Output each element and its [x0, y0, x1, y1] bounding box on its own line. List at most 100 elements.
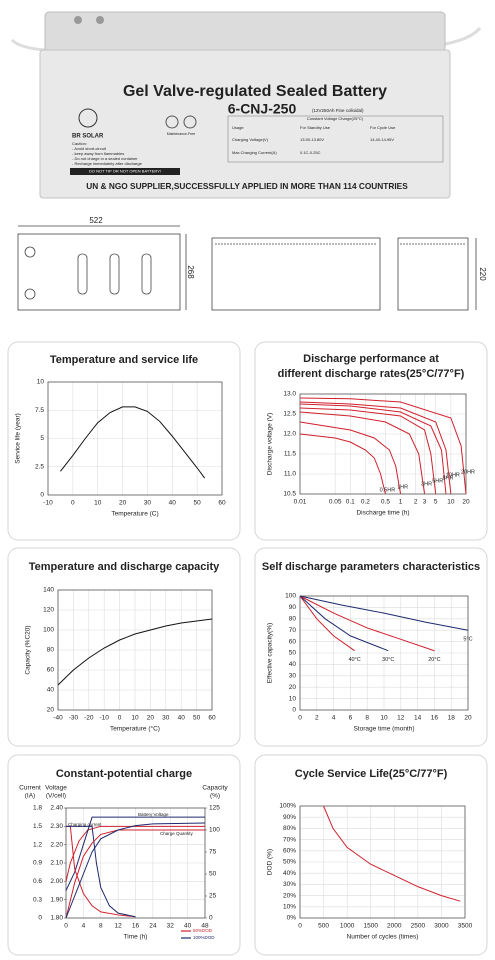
y-tick-label: 80	[47, 647, 55, 654]
y-tick-label: 90%	[283, 814, 296, 821]
y-tick-label: 7.5	[35, 407, 44, 414]
x-tick-label: 2500	[411, 923, 426, 930]
series-label: 20°C	[428, 657, 440, 663]
dimension-drawing	[17, 225, 477, 311]
terminal	[96, 16, 104, 24]
side-view	[211, 237, 381, 311]
series-line	[57, 618, 213, 686]
y-axis-label: Capacity (%C20)	[25, 625, 32, 674]
chart-title: Constant-potential charge	[56, 768, 192, 780]
plot-frame	[299, 595, 469, 711]
y-tick-label: 0.9	[33, 860, 42, 867]
x-tick-label: 32	[167, 923, 175, 930]
plot-frame	[299, 393, 467, 495]
series-line	[299, 401, 452, 495]
series-line	[60, 406, 206, 479]
chart-panel	[254, 547, 488, 747]
x-tick-label: 0	[118, 715, 122, 722]
y-axis-label: Voltage	[45, 785, 67, 792]
y-tick-label: 140	[43, 587, 54, 594]
x-tick-label: 60	[218, 500, 226, 507]
y-tick-label: 0	[209, 915, 213, 922]
x-tick-label: 0	[64, 923, 68, 930]
series-label: 0.5HR	[380, 487, 396, 493]
caution: - Avoid short-circuit	[72, 146, 107, 151]
dimension-label: 220	[478, 267, 487, 281]
x-tick-label: 40	[178, 715, 186, 722]
chart-panel	[7, 341, 241, 541]
series-label: 10HR	[446, 472, 460, 478]
top-view	[17, 233, 181, 311]
x-tick-label: 5	[434, 499, 438, 506]
x-tick-label: 8	[365, 715, 369, 722]
series-line	[299, 595, 435, 652]
x-tick-label: 0	[298, 923, 302, 930]
x-tick-label: -40	[53, 715, 63, 722]
table-cell: For Cycle Use	[370, 125, 396, 130]
series-line	[65, 816, 205, 891]
x-axis-label: Temperature (C)	[111, 511, 158, 518]
table-cell: 14.40-14.95V	[370, 137, 394, 142]
table-cell: 0.1C-0.25C	[300, 150, 321, 155]
x-tick-label: -10	[99, 715, 109, 722]
series-label: 8HR	[442, 475, 453, 481]
series-line	[323, 805, 461, 902]
caution: Caution:	[72, 141, 87, 146]
slot	[109, 253, 120, 295]
chart-title: Self discharge parameters characteristic…	[262, 561, 480, 573]
table-cell: Charging Voltage(V)	[232, 137, 269, 142]
table-cell: For Standby Use	[300, 125, 331, 130]
y-tick-label: 0	[40, 492, 44, 499]
y-tick-label: 50%	[283, 859, 296, 866]
logo	[78, 108, 98, 128]
x-tick-label: 10	[94, 500, 102, 507]
annotation: Battery Voltage	[138, 812, 169, 817]
y-tick-label: 90	[289, 604, 297, 611]
x-tick-label: 12	[115, 923, 123, 930]
y-tick-label: 70	[289, 627, 297, 634]
y-tick-label: 1.5	[33, 823, 42, 830]
series-label: 40°C	[348, 657, 360, 663]
x-axis-label: Temperature (°C)	[110, 725, 160, 733]
caution: - Do not charge in a sealed container	[72, 156, 138, 161]
series-line	[299, 407, 437, 495]
y-tick-label: 100	[43, 627, 54, 634]
y-tick-label: 100%	[279, 803, 296, 810]
y-tick-label: 0.6	[33, 878, 42, 885]
x-tick-label: 10	[380, 715, 388, 722]
slot	[141, 253, 152, 295]
dimension-label: 268	[186, 265, 195, 279]
chart-title: Temperature and discharge capacity	[29, 561, 220, 573]
x-tick-label: 1	[399, 499, 403, 506]
y-tick-label: 11.0	[284, 471, 297, 478]
y-tick-label: 2.5	[35, 463, 44, 470]
x-tick-label: 50	[193, 715, 201, 722]
y-tick-label: 13.0	[283, 391, 296, 398]
y-tick-label: 1.2	[33, 841, 42, 848]
caution: - Recharge immediately after discharge	[72, 161, 143, 166]
x-tick-label: 1500	[363, 923, 378, 930]
caution: - keep away from flammables	[72, 151, 124, 156]
legend-label: 100%DOD	[193, 935, 215, 940]
y-tick-label: 2.40	[50, 805, 63, 812]
chart-title: Cycle Service Life(25°C/77°F)	[295, 768, 448, 780]
x-tick-label: 50	[194, 500, 202, 507]
y-tick-label: 20	[289, 684, 297, 691]
y-tick-label: 50	[289, 650, 297, 657]
x-tick-label: 2	[414, 499, 418, 506]
y-tick-label: 125	[209, 805, 220, 812]
terminal	[24, 246, 36, 258]
y-tick-label: 60%	[283, 848, 296, 855]
chart-title: Temperature and service life	[50, 354, 198, 366]
y-tick-label: 60	[47, 667, 55, 674]
x-tick-label: 4	[82, 923, 86, 930]
series-line	[66, 825, 136, 918]
terminal	[74, 16, 82, 24]
x-tick-label: 0.1	[346, 499, 355, 506]
model: 6-CNJ-250	[228, 101, 297, 117]
table-cell: 13.50-13.80V	[300, 137, 324, 142]
x-tick-label: 16	[132, 923, 140, 930]
y-axis-label: DOD (%)	[267, 849, 274, 875]
y-tick-label: 0	[38, 915, 42, 922]
